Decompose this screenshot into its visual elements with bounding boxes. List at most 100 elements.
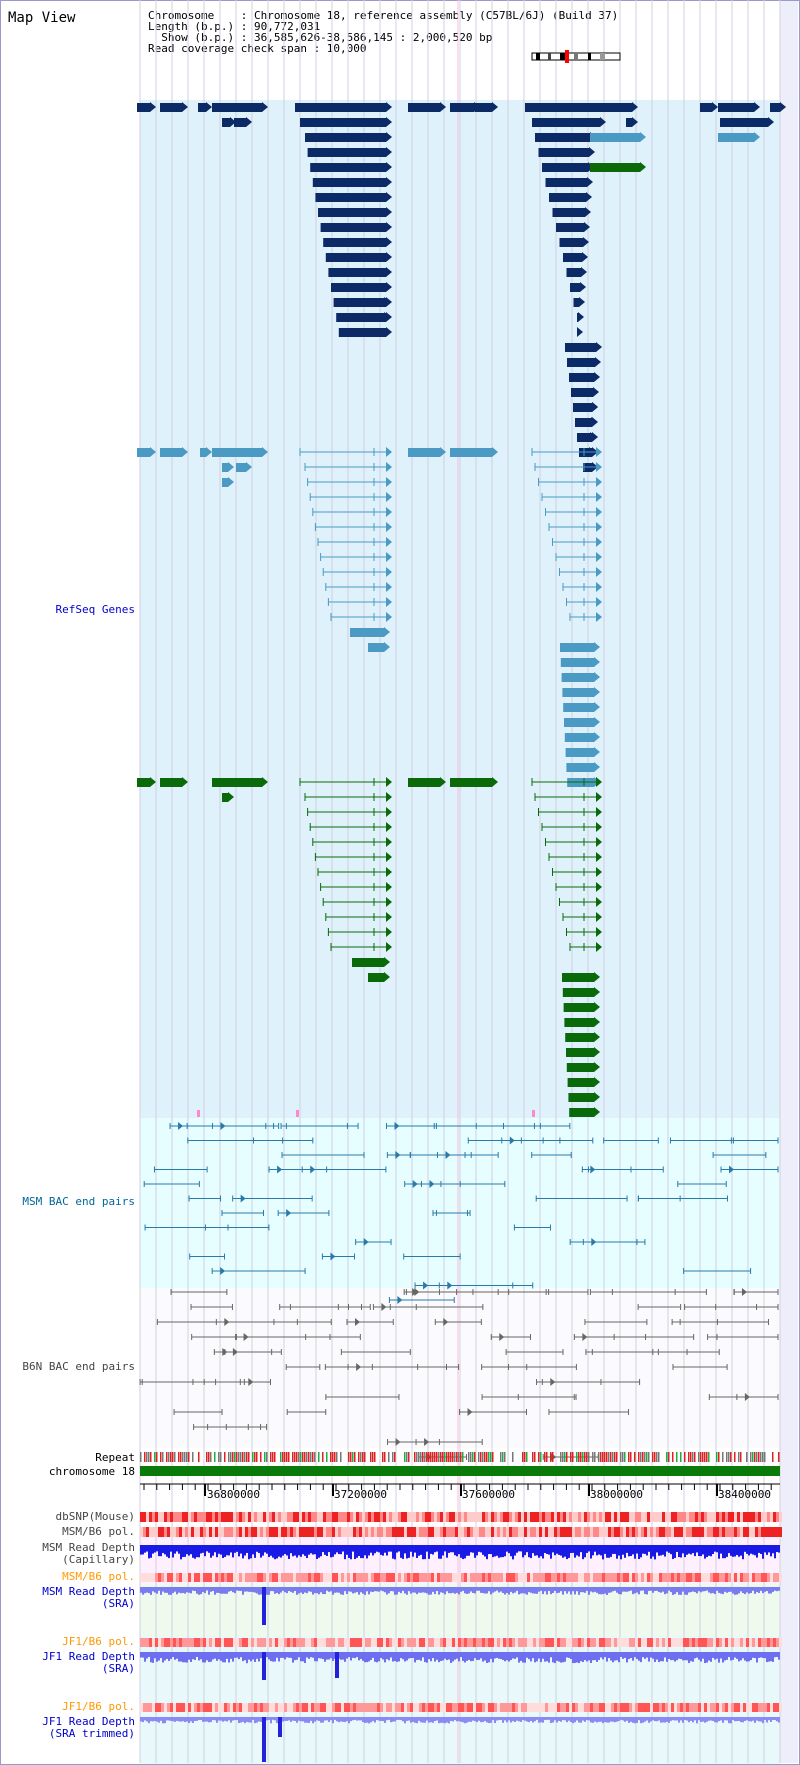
repeat-element: [740, 1452, 742, 1462]
read-depth-bar: [640, 1717, 642, 1724]
read-depth-bar: [456, 1652, 458, 1659]
polymorphism-cell: [185, 1573, 188, 1582]
read-depth-bar: [228, 1545, 230, 1556]
read-depth-bar: [512, 1587, 514, 1594]
polymorphism-cell: [191, 1527, 194, 1537]
polymorphism-cell: [407, 1573, 410, 1582]
read-depth-bar: [290, 1587, 292, 1592]
gene-block: [720, 118, 768, 127]
polymorphism-cell: [149, 1573, 152, 1582]
msm-bac-label[interactable]: MSM BAC end pairs: [22, 1195, 135, 1208]
read-depth-bar: [598, 1652, 600, 1660]
gene-block: [160, 778, 182, 787]
polymorphism-cell: [713, 1638, 716, 1647]
polymorphism-cell: [143, 1573, 146, 1582]
polymorphism-cell: [569, 1638, 572, 1647]
polymorphism-cell: [761, 1527, 764, 1537]
read-depth-bar: [734, 1587, 736, 1595]
polymorphism-cell: [443, 1573, 446, 1582]
coverage-tracks[interactable]: [140, 1452, 782, 1762]
repeat-element: [750, 1452, 752, 1462]
polymorphism-cell: [281, 1573, 284, 1582]
polymorphism-cell: [272, 1512, 275, 1522]
read-depth-bar: [750, 1717, 752, 1722]
read-depth-bar: [630, 1587, 632, 1591]
polymorphism-cell: [764, 1512, 767, 1522]
read-depth-bar: [622, 1652, 624, 1659]
read-depth-bar: [240, 1652, 242, 1658]
read-depth-bar: [490, 1587, 492, 1595]
gene-arrow: [246, 462, 252, 472]
repeat-element: [602, 1452, 604, 1462]
polymorphism-cell: [725, 1512, 728, 1522]
read-depth-bar: [172, 1717, 174, 1722]
polymorphism-cell: [647, 1638, 650, 1647]
read-depth-bar: [538, 1587, 540, 1592]
read-depth-bar: [164, 1652, 166, 1661]
polymorphism-cell: [500, 1512, 503, 1522]
polymorphism-cell: [755, 1638, 758, 1647]
msm-read-depth-capillary-label[interactable]: MSM Read Depth (Capillary): [42, 1541, 135, 1566]
polymorphism-cell: [188, 1703, 191, 1712]
jf1-read-depth-trimmed-label[interactable]: JF1 Read Depth (SRA trimmed): [42, 1715, 135, 1740]
gene-arrow: [386, 807, 392, 817]
bac-arrow: [224, 1318, 230, 1326]
polymorphism-cell: [194, 1638, 197, 1647]
gene-block: [450, 103, 474, 112]
repeat-element: [166, 1452, 168, 1462]
dbsnp-label[interactable]: dbSNP(Mouse): [55, 1510, 135, 1523]
polymorphism-cell: [719, 1512, 722, 1522]
msm-read-depth-sra-label[interactable]: MSM Read Depth (SRA): [42, 1585, 135, 1610]
bac-arrow: [395, 1438, 401, 1446]
polymorphism-cell: [263, 1512, 266, 1522]
polymorphism-cell: [215, 1638, 218, 1647]
polymorphism-cell: [746, 1573, 749, 1582]
read-depth-bar: [168, 1545, 170, 1559]
polymorphism-cell: [602, 1527, 605, 1537]
repeat-element: [418, 1452, 420, 1462]
jf1-b6-pol-label-2[interactable]: JF1/B6 pol.: [62, 1700, 135, 1713]
read-depth-bar: [502, 1717, 504, 1723]
polymorphism-cell: [164, 1573, 167, 1582]
polymorphism-cell: [281, 1527, 284, 1537]
gene-arrow: [592, 432, 598, 442]
repeat-element: [772, 1452, 774, 1462]
polymorphism-cell: [452, 1527, 455, 1537]
read-depth-bar: [758, 1545, 760, 1553]
jf1-b6-pol-label-1[interactable]: JF1/B6 pol.: [62, 1635, 135, 1648]
read-depth-bar: [734, 1717, 736, 1722]
polymorphism-cell: [506, 1527, 509, 1537]
bac-arrow: [729, 1165, 735, 1174]
read-depth-bar: [252, 1717, 254, 1720]
refseq-gene-track[interactable]: [137, 102, 786, 1117]
b6n-bac-label[interactable]: B6N BAC end pairs: [22, 1360, 135, 1373]
polymorphism-cell: [329, 1527, 332, 1537]
read-depth-bar: [194, 1587, 196, 1592]
read-depth-bar: [722, 1717, 724, 1723]
read-depth-bar: [478, 1545, 480, 1552]
msm-b6-pol-label-2[interactable]: MSM/B6 pol.: [62, 1570, 135, 1583]
polymorphism-cell: [662, 1638, 665, 1647]
polymorphism-cell: [674, 1527, 677, 1537]
read-depth-bar: [370, 1545, 372, 1553]
read-depth-bar: [472, 1545, 474, 1553]
read-depth-bar: [560, 1587, 562, 1592]
polymorphism-cell: [275, 1638, 278, 1647]
read-depth-bar: [610, 1587, 612, 1593]
chromosome-ideogram[interactable]: [531, 50, 621, 63]
read-depth-bar: [154, 1717, 156, 1722]
refseq-genes-label[interactable]: RefSeq Genes: [55, 603, 135, 616]
jf1-read-depth-sra-label[interactable]: JF1 Read Depth (SRA): [42, 1650, 135, 1675]
polymorphism-cell: [761, 1703, 764, 1712]
polymorphism-cell: [413, 1573, 416, 1582]
polymorphism-cell: [530, 1638, 533, 1647]
msm-b6-pol-label-1[interactable]: MSM/B6 pol.: [62, 1525, 135, 1538]
polymorphism-cell: [308, 1573, 311, 1582]
gene-block: [583, 433, 592, 442]
bac-end-pair-tracks[interactable]: [139, 1122, 779, 1475]
polymorphism-cell: [152, 1573, 155, 1582]
repeat-element: [426, 1452, 428, 1462]
read-depth-bar: [458, 1545, 460, 1555]
polymorphism-cell: [380, 1512, 383, 1522]
